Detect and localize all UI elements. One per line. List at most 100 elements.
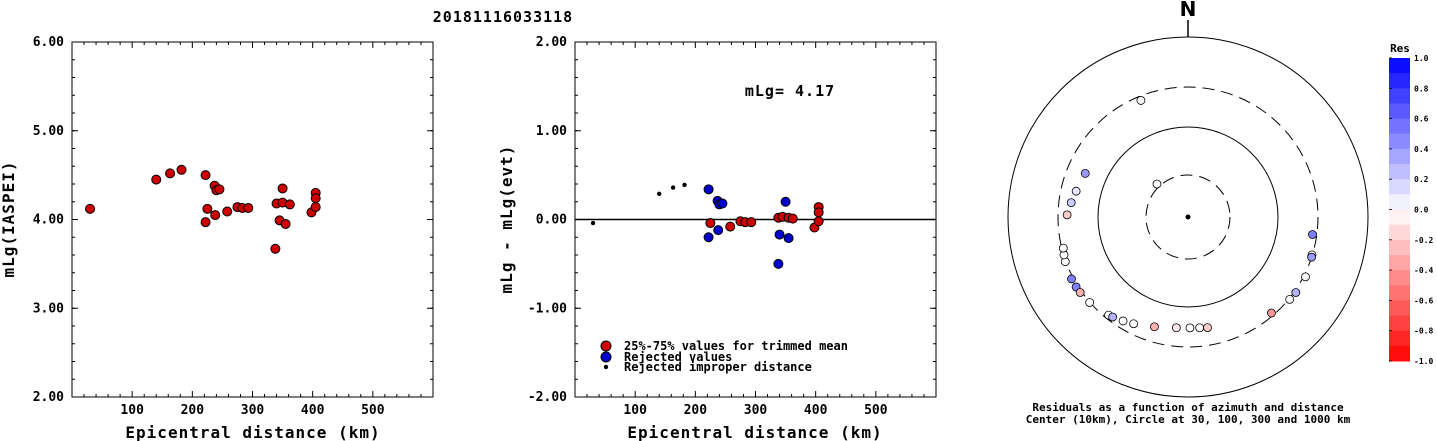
data-point bbox=[151, 174, 162, 185]
data-point bbox=[725, 221, 736, 232]
data-point bbox=[176, 164, 187, 175]
north-label: N bbox=[1180, 0, 1197, 21]
colorbar-tick-label: 1.0 bbox=[1414, 54, 1429, 63]
colorbar-cell bbox=[1389, 345, 1410, 362]
x-tick-label: 400 bbox=[804, 403, 828, 418]
data-point bbox=[780, 196, 791, 207]
colorbar-cell bbox=[1389, 300, 1410, 317]
x-tick-label: 500 bbox=[864, 403, 888, 418]
station-point bbox=[1067, 274, 1076, 284]
station-point bbox=[1203, 323, 1212, 332]
colorbar-cell bbox=[1389, 270, 1410, 286]
data-point bbox=[657, 191, 662, 196]
y-tick-label: -2.00 bbox=[528, 390, 567, 405]
residual-colorbar: Res 1.0 0.8 0.6 0.4 0.2 0.0 -0.2 -0.4 -0.6 -0.8 -1… bbox=[1389, 42, 1433, 366]
colorbar-cell bbox=[1389, 148, 1410, 165]
data-point bbox=[202, 203, 213, 214]
data-point bbox=[773, 258, 784, 269]
colorbar-tick-label: 0.6 bbox=[1414, 115, 1429, 124]
station-point bbox=[1308, 230, 1317, 239]
station-point bbox=[1291, 288, 1301, 297]
x-tick-label: 300 bbox=[744, 403, 768, 418]
y-tick-label: 3.00 bbox=[33, 301, 64, 316]
data-point bbox=[813, 207, 824, 218]
colorbar-tick-label: 0.4 bbox=[1414, 145, 1429, 154]
data-point bbox=[783, 233, 794, 244]
colorbar-ticks: 1.0 0.8 0.6 0.4 0.2 0.0 -0.2 -0.4 -0.6 -0.8 -1.0 bbox=[1389, 54, 1433, 366]
colorbar-cell bbox=[1389, 133, 1410, 150]
x-tick-label: 200 bbox=[684, 403, 708, 418]
caption-line-1: Residuals as a function of azimuth and d… bbox=[1032, 401, 1344, 414]
legend-label-rejected: Rejected values bbox=[624, 350, 732, 364]
station-point bbox=[1108, 312, 1118, 322]
legend: 25%-75% values for trimmed mean Rejected… bbox=[600, 339, 848, 374]
station-point bbox=[1171, 323, 1181, 333]
legend-marker-rejected bbox=[600, 351, 612, 363]
station-point bbox=[1085, 298, 1095, 307]
y-tick-label: 6.00 bbox=[33, 35, 64, 50]
data-point bbox=[590, 220, 596, 226]
y-tick-label: 5.00 bbox=[33, 124, 64, 139]
legend-marker-trimmed bbox=[600, 340, 612, 352]
colorbar-cell bbox=[1389, 118, 1410, 135]
magnitude-vs-distance-plot: 100 200 300 400 500 2.00 3.00 4.00 5.00 6.00 Epic… bbox=[0, 35, 434, 441]
azimuth-residual-plot: N Residuals as a function of azimuth and… bbox=[1007, 0, 1369, 426]
distance-rings bbox=[1007, 36, 1369, 398]
data-point bbox=[243, 202, 254, 213]
data-point bbox=[670, 185, 676, 190]
y-tick-label: 4.00 bbox=[33, 213, 64, 228]
ring-1000km bbox=[1007, 36, 1369, 398]
x-tick-label: 200 bbox=[181, 403, 205, 418]
station-point bbox=[1129, 319, 1139, 329]
colorbar-cells bbox=[1389, 58, 1410, 362]
x-tick-label: 100 bbox=[120, 403, 144, 418]
colorbar-title: Res bbox=[1390, 42, 1410, 55]
data-point bbox=[270, 243, 281, 254]
station-point bbox=[1195, 323, 1205, 333]
magnitude-annotation: mLg= 4.17 bbox=[745, 82, 835, 100]
station-point bbox=[1267, 308, 1276, 318]
data-point bbox=[713, 225, 724, 236]
station-point bbox=[1301, 272, 1310, 282]
colorbar-cell bbox=[1389, 330, 1410, 347]
colorbar-cell bbox=[1389, 315, 1410, 332]
data-point bbox=[280, 218, 291, 229]
x-tick-label: 300 bbox=[241, 403, 265, 418]
data-point bbox=[200, 170, 211, 181]
data-point bbox=[222, 206, 233, 217]
colorbar-tick-label: -0.8 bbox=[1414, 327, 1433, 336]
data-point bbox=[746, 217, 757, 228]
data-point bbox=[787, 213, 798, 224]
colorbar-tick-label: -0.4 bbox=[1414, 266, 1433, 275]
data-point bbox=[813, 216, 824, 227]
x-tick-label: 500 bbox=[361, 403, 385, 418]
axes: 100 200 300 400 500 2.00 3.00 4.00 5.00 6.00 bbox=[33, 35, 433, 418]
data-points bbox=[590, 182, 824, 269]
data-point bbox=[717, 198, 728, 209]
ring-100km bbox=[1097, 126, 1279, 308]
legend-label-trimmed: 25%-75% values for trimmed mean bbox=[624, 339, 848, 353]
colorbar-tick-label: 0.2 bbox=[1414, 175, 1429, 184]
data-point bbox=[284, 199, 295, 210]
colorbar-cell bbox=[1389, 239, 1410, 256]
station-point bbox=[1080, 169, 1090, 178]
station-point bbox=[1062, 210, 1072, 220]
colorbar-cell bbox=[1389, 254, 1410, 271]
data-point bbox=[214, 184, 225, 195]
data-point bbox=[682, 182, 687, 188]
residual-vs-distance-plot: 100 200 300 400 500 -2.00 -1.00 0.00 1.00 2.00 mL… bbox=[497, 35, 937, 441]
ring-300km bbox=[1057, 86, 1319, 348]
data-points bbox=[85, 164, 321, 254]
station-point bbox=[1136, 96, 1146, 105]
y-tick-label: 2.00 bbox=[536, 35, 567, 50]
data-point bbox=[310, 193, 321, 204]
data-point bbox=[210, 210, 221, 221]
y-tick-label: 1.00 bbox=[536, 124, 567, 139]
colorbar-cell bbox=[1389, 103, 1410, 120]
data-point bbox=[703, 184, 714, 195]
colorbar-tick-label: 0.0 bbox=[1414, 206, 1429, 215]
figure-title: 20181116033118 bbox=[433, 8, 573, 26]
colorbar-cell bbox=[1389, 88, 1410, 104]
station-point bbox=[1150, 322, 1159, 332]
